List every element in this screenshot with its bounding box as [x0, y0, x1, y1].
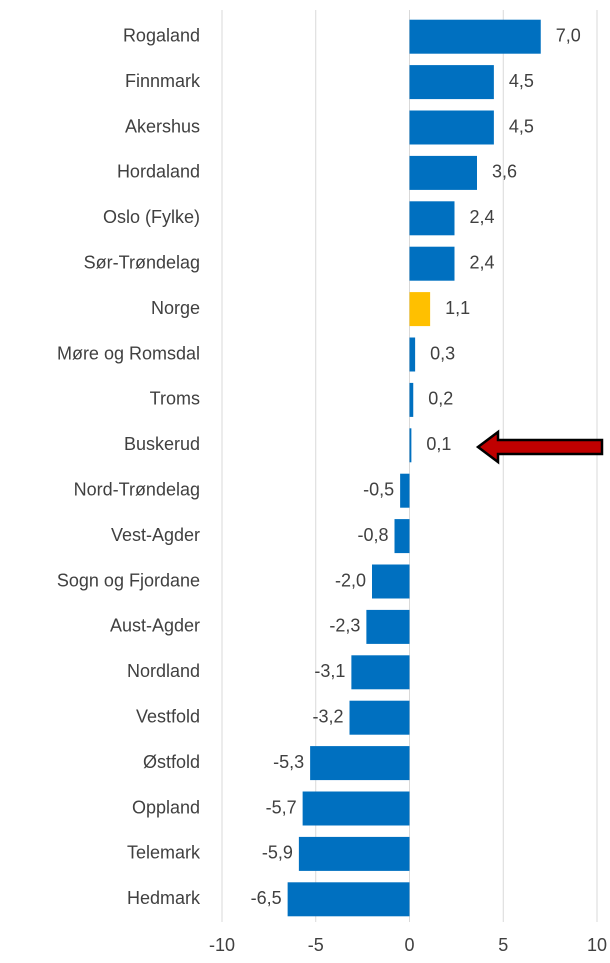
category-label: Finnmark: [125, 71, 201, 91]
category-label: Hordaland: [117, 162, 200, 182]
bar: [310, 746, 410, 781]
category-label: Østfold: [143, 752, 200, 772]
category-label: Akershus: [125, 116, 200, 136]
category-label: Aust-Agder: [110, 616, 200, 636]
value-label: 3,6: [492, 162, 517, 182]
category-label: Buskerud: [124, 434, 200, 454]
category-label: Hedmark: [127, 888, 201, 908]
category-label: Norge: [151, 298, 200, 318]
bar: [409, 428, 412, 463]
x-tick-label: -10: [209, 935, 235, 955]
bar: [349, 700, 410, 735]
category-label: Nord-Trøndelag: [74, 479, 200, 499]
value-label: -3,1: [314, 661, 345, 681]
bar: [287, 882, 410, 917]
category-label: Oppland: [132, 797, 200, 817]
value-label: 2,4: [470, 207, 495, 227]
value-label: 0,1: [426, 434, 451, 454]
bar: [409, 382, 414, 417]
bar: [400, 473, 410, 508]
x-tick-label: -5: [308, 935, 324, 955]
category-label: Vest-Agder: [111, 525, 200, 545]
x-tick-label: 5: [498, 935, 508, 955]
bar: [409, 155, 477, 190]
value-label: -5,9: [262, 843, 293, 863]
bar: [298, 836, 410, 871]
bar: [302, 791, 410, 826]
bar: [409, 292, 431, 327]
value-label: -6,5: [251, 888, 282, 908]
category-label: Sogn og Fjordane: [57, 570, 200, 590]
category-label: Vestfold: [136, 706, 200, 726]
bar: [409, 110, 494, 145]
value-label: 4,5: [509, 71, 534, 91]
value-label: -0,5: [363, 479, 394, 499]
bar: [409, 65, 494, 100]
category-label: Sør-Trøndelag: [84, 252, 200, 272]
bar: [351, 655, 410, 690]
value-label: -0,8: [357, 525, 388, 545]
value-label: -5,3: [273, 752, 304, 772]
value-label: -3,2: [312, 706, 343, 726]
bar: [409, 337, 416, 372]
bar: [366, 609, 410, 644]
category-label: Nordland: [127, 661, 200, 681]
category-label: Telemark: [127, 843, 201, 863]
x-tick-label: 0: [404, 935, 414, 955]
value-label: -5,7: [266, 797, 297, 817]
value-label: -2,0: [335, 570, 366, 590]
category-label: Troms: [150, 389, 200, 409]
bar: [372, 564, 410, 599]
value-label: 0,2: [428, 389, 453, 409]
x-tick-label: 10: [587, 935, 607, 955]
value-label: 0,3: [430, 343, 455, 363]
bar: [409, 19, 541, 54]
value-label: 7,0: [556, 25, 581, 45]
category-label: Oslo (Fylke): [103, 207, 200, 227]
value-label: -2,3: [329, 616, 360, 636]
value-label: 1,1: [445, 298, 470, 318]
bar: [409, 246, 455, 281]
category-label: Møre og Romsdal: [57, 343, 200, 363]
bar: [409, 201, 455, 236]
value-label: 2,4: [470, 252, 495, 272]
arrow: [475, 429, 604, 465]
value-label: 4,5: [509, 116, 534, 136]
category-label: Rogaland: [123, 25, 200, 45]
bar: [394, 519, 410, 554]
